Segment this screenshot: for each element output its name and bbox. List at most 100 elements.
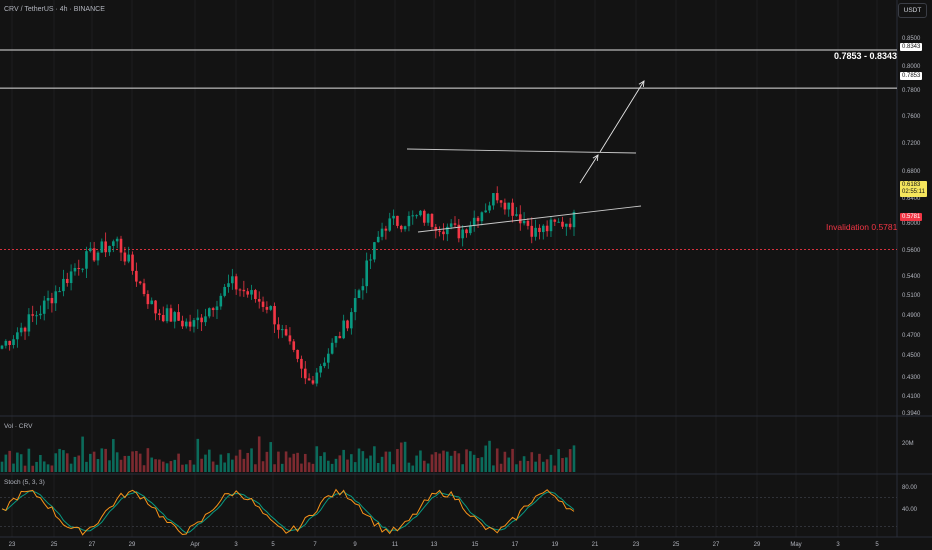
candle-body bbox=[403, 226, 407, 230]
candle-body bbox=[430, 214, 434, 227]
volume-bar bbox=[568, 449, 572, 472]
candle-body bbox=[169, 308, 173, 322]
candle-body bbox=[307, 378, 311, 381]
candle-body bbox=[23, 327, 27, 332]
volume-bar bbox=[561, 458, 564, 472]
candle-body bbox=[81, 268, 84, 270]
price-tick: 0.6400 bbox=[902, 196, 921, 202]
candle-body bbox=[188, 321, 192, 327]
arrow-long-head bbox=[638, 80, 645, 88]
volume-bar bbox=[242, 458, 246, 472]
target-zone-label: 0.7853 - 0.8343 bbox=[834, 51, 898, 61]
volume-bar bbox=[62, 450, 65, 472]
volume-bar bbox=[77, 455, 81, 472]
volume-bar bbox=[572, 445, 576, 472]
volume-bar bbox=[388, 451, 392, 472]
candle-body bbox=[549, 219, 553, 232]
price-axis[interactable]: 0.8500 0.8000 0.7800 0.7600 0.7200 0.6800 0.64… bbox=[902, 36, 921, 513]
price-tag-upper: 0.8343 bbox=[900, 43, 923, 51]
price-tick: 0.4100 bbox=[902, 394, 921, 400]
volume-bar bbox=[108, 460, 111, 472]
price-tag-lower: 0.7853 bbox=[900, 72, 923, 80]
volume-bars bbox=[0, 436, 576, 472]
candle-body bbox=[465, 229, 468, 234]
volume-bar bbox=[73, 456, 77, 472]
volume-bar bbox=[361, 451, 365, 472]
candle-body bbox=[476, 217, 480, 222]
candle-body bbox=[303, 368, 307, 379]
candle-body bbox=[238, 289, 242, 291]
candle-body bbox=[135, 270, 138, 282]
time-tick: 21 bbox=[592, 542, 599, 548]
stoch-k-line bbox=[1, 488, 575, 536]
candle-body bbox=[154, 300, 157, 314]
candle-body bbox=[300, 358, 303, 369]
volume-bar bbox=[376, 462, 380, 472]
price-tick: 0.4500 bbox=[902, 353, 921, 359]
volume-bar bbox=[541, 461, 545, 472]
time-tick: 11 bbox=[392, 542, 399, 548]
volume-bar bbox=[88, 453, 92, 472]
volume-bar bbox=[327, 460, 330, 472]
candle-body bbox=[119, 238, 123, 253]
volume-bar bbox=[227, 453, 230, 472]
candle-body bbox=[211, 308, 215, 311]
volume-bar bbox=[161, 461, 165, 472]
volume-bar bbox=[138, 453, 142, 472]
countdown: 02:55:11 bbox=[902, 189, 925, 195]
volume-bar bbox=[127, 455, 130, 472]
volume-bar bbox=[457, 453, 461, 472]
volume-bar bbox=[112, 439, 115, 472]
candle-body bbox=[200, 317, 203, 323]
time-tick: 7 bbox=[313, 542, 317, 548]
time-tick: 5 bbox=[271, 542, 275, 548]
time-tick: 3 bbox=[836, 542, 840, 548]
candle-body bbox=[246, 291, 249, 295]
candle-body bbox=[568, 223, 572, 228]
candle-body bbox=[215, 306, 219, 311]
volume-bar bbox=[246, 452, 249, 472]
volume-bar bbox=[219, 454, 223, 472]
chart-grid bbox=[0, 0, 932, 538]
candle-body bbox=[54, 291, 58, 304]
volume-bar bbox=[208, 449, 211, 472]
candle-body bbox=[108, 245, 111, 253]
volume-bar bbox=[146, 448, 150, 472]
candle-body bbox=[219, 295, 223, 307]
volume-bar bbox=[430, 454, 434, 472]
wedge-upper-line bbox=[406, 148, 637, 154]
volume-bar bbox=[488, 440, 491, 472]
candle-body bbox=[58, 291, 61, 293]
candle-body bbox=[146, 294, 150, 305]
wedge-pattern bbox=[406, 148, 642, 233]
volume-bar bbox=[449, 455, 453, 472]
time-axis[interactable]: 23 25 27 29 Apr 3 5 7 9 11 13 15 17 19 21 23 25 27 29 May 3 5 bbox=[9, 542, 880, 548]
volume-bar bbox=[384, 451, 388, 472]
volume-bar bbox=[442, 450, 445, 472]
candle-body bbox=[131, 254, 134, 271]
price-tick: 0.7200 bbox=[902, 141, 921, 147]
volume-bar bbox=[215, 464, 219, 472]
time-tick: 13 bbox=[431, 542, 438, 548]
volume-bar bbox=[434, 452, 438, 472]
candle-body bbox=[65, 278, 69, 284]
currency-button[interactable]: USDT bbox=[898, 3, 927, 18]
time-tick: 23 bbox=[9, 542, 16, 548]
price-tick: 0.7800 bbox=[902, 88, 921, 94]
symbol-title: CRV / TetherUS · 4h · BINANCE bbox=[4, 6, 105, 13]
volume-bar bbox=[211, 461, 215, 472]
price-tick: 0.6800 bbox=[902, 169, 921, 175]
volume-bar bbox=[142, 465, 146, 472]
candle-body bbox=[334, 336, 338, 343]
price-tick: 0.8500 bbox=[902, 36, 921, 42]
volume-bar bbox=[422, 460, 426, 472]
volume-bar bbox=[292, 453, 296, 472]
volume-bar bbox=[453, 450, 457, 472]
price-tick: 0.5100 bbox=[902, 293, 921, 299]
time-tick: 17 bbox=[512, 542, 519, 548]
price-tick: 0.4300 bbox=[902, 375, 921, 381]
volume-bar bbox=[296, 452, 299, 472]
volume-bar bbox=[492, 465, 495, 472]
volume-bar bbox=[426, 463, 430, 472]
